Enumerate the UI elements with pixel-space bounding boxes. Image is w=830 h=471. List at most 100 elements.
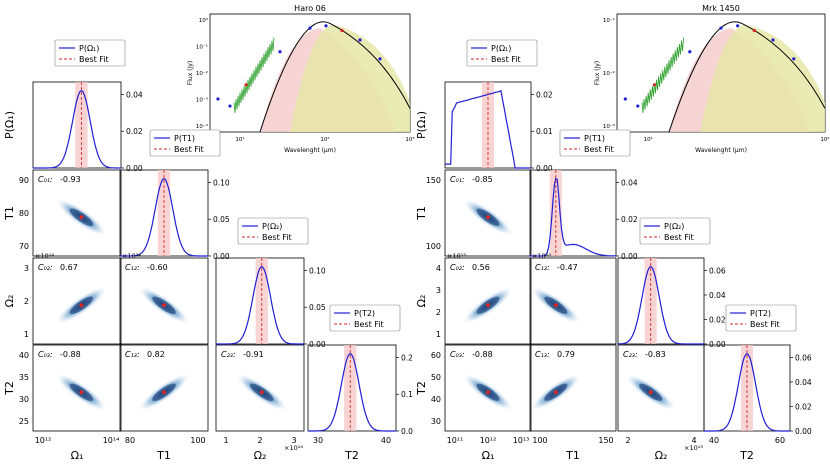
x-tick-label: 100 [190, 436, 205, 445]
diag-tick-label: 0.06 [795, 353, 812, 362]
corr-value: -0.88 [472, 350, 493, 359]
sci-offset: ×10¹⁴ [284, 444, 303, 452]
sed-xtick: 10¹ [235, 136, 244, 143]
x-tick-label: 1 [223, 436, 228, 445]
sci-offset: ×10¹³ [532, 252, 551, 260]
legend-entry-bestfit: Best Fit [584, 145, 614, 154]
legend-box [329, 304, 401, 332]
photometry-point [688, 50, 692, 54]
corr-value: 0.67 [60, 263, 78, 272]
scatter-axes-box [444, 169, 532, 257]
corr-label: C₀₂: [450, 263, 465, 272]
y-axis-label: P(Ω₁) [3, 111, 16, 139]
corr-value: -0.91 [243, 350, 264, 359]
photometry-point [216, 97, 220, 101]
sci-offset: ×10¹⁴ [122, 252, 141, 260]
x-axis-label: Ω₁ [482, 449, 495, 462]
y-tick-label: 30 [431, 417, 441, 426]
scatter-axes-box [32, 344, 122, 432]
legend-entry-bestfit: Best Fit [491, 55, 521, 64]
legend-entry-posterior: P(T1) [174, 134, 195, 143]
sed-total-model [259, 21, 411, 133]
corr-label: C₁₂: [125, 263, 140, 272]
best-fit-point [486, 303, 490, 308]
y-tick-label: 90 [19, 176, 29, 185]
sci-offset: ×10¹³ [447, 252, 466, 260]
scatter-axes-box [32, 169, 122, 257]
best-fit-point [259, 390, 264, 395]
photometry-point [278, 50, 282, 54]
x-tick-label: 2 [625, 436, 630, 445]
photometry-point [623, 97, 627, 101]
y-tick-label: 30 [19, 395, 29, 404]
legend-entry-bestfit: Best Fit [262, 233, 292, 242]
diag-tick-label: 0.02 [126, 127, 143, 136]
sed-cold-component [700, 24, 825, 132]
posterior-curve [308, 352, 396, 432]
y-axis-label: Ω₂ [415, 295, 428, 308]
scatter-axes-box [444, 344, 532, 432]
y-tick-label: 25 [19, 417, 29, 426]
photometry-point [636, 104, 640, 108]
x-tick-label: 10¹² [35, 436, 52, 445]
legend-entry-posterior: P(Ω₁) [491, 44, 511, 53]
y-tick-label: 4 [436, 264, 441, 273]
sed-ytick: 10⁻³ [196, 97, 208, 104]
best-fit-point [162, 303, 166, 308]
best-fit-point [553, 390, 558, 395]
diag-tick-label: 0.10 [213, 178, 230, 187]
photometry-point [378, 57, 382, 61]
x-tick-label: 150 [598, 436, 613, 445]
y-tick-label: 60 [431, 351, 441, 360]
legend-entry-bestfit: Best Fit [174, 145, 204, 154]
photometry-point [340, 28, 344, 33]
sed-ylabel: Flux (Jy) [594, 61, 601, 85]
photometry-point [771, 38, 775, 42]
y-tick-label: 3 [24, 264, 29, 273]
y-tick-label: 70 [19, 242, 29, 251]
x-tick-label: 100 [532, 436, 547, 445]
legend-box [237, 217, 309, 245]
photometry-point [324, 24, 328, 28]
best-fit-point [486, 215, 490, 220]
diag-tick-label: 0.02 [795, 402, 812, 411]
y-axis-label: T2 [415, 381, 428, 396]
corr-value: -0.47 [557, 263, 578, 272]
diag-tick-label: 0.00 [621, 252, 638, 261]
photometry-point [736, 24, 740, 28]
diag-tick-label: 0.04 [621, 178, 638, 187]
y-axis-label: T1 [3, 206, 16, 221]
diag-axes-box [529, 169, 617, 257]
scatter-axes-box [529, 344, 617, 432]
photometry-point [652, 83, 657, 87]
legend-box [149, 129, 221, 157]
y-tick-label: 40 [431, 395, 441, 404]
photometry-point [719, 26, 723, 30]
sci-offset: ×10¹³ [684, 444, 703, 452]
legend-entry-posterior: P(Ω₂) [664, 222, 684, 231]
corr-value: -0.93 [60, 175, 81, 184]
diag-tick-label: 0.02 [621, 215, 638, 224]
scatter-axes-box [529, 257, 617, 345]
legend-box [466, 39, 538, 67]
ir-spectrum [641, 37, 684, 113]
diag-tick-label: 0.00 [709, 340, 726, 349]
y-tick-label: 80 [19, 209, 29, 218]
y-tick-label: 1 [436, 330, 441, 339]
legend-box [559, 129, 631, 157]
photometry-point [792, 57, 796, 61]
diag-tick-label: 0.1 [401, 390, 413, 399]
legend-box [639, 217, 711, 245]
x-axis-label: Ω₂ [254, 449, 267, 462]
x-tick-label: 40 [709, 436, 719, 445]
posterior-curve [216, 265, 304, 345]
y-axis-label: T2 [3, 381, 16, 396]
photometry-point [752, 28, 756, 33]
legend-entry-posterior: P(T2) [354, 309, 375, 318]
y-tick-label: 3 [436, 286, 441, 295]
diag-tick-label: 0.04 [126, 90, 143, 99]
diag-tick-label: 0.00 [309, 340, 326, 349]
